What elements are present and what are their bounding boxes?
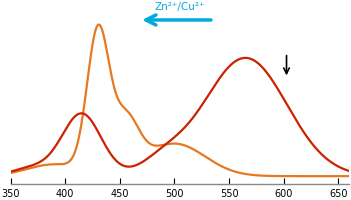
- FancyArrowPatch shape: [284, 56, 289, 74]
- FancyArrowPatch shape: [146, 15, 211, 25]
- Text: Zn²⁺/Cu²⁺: Zn²⁺/Cu²⁺: [155, 2, 205, 12]
